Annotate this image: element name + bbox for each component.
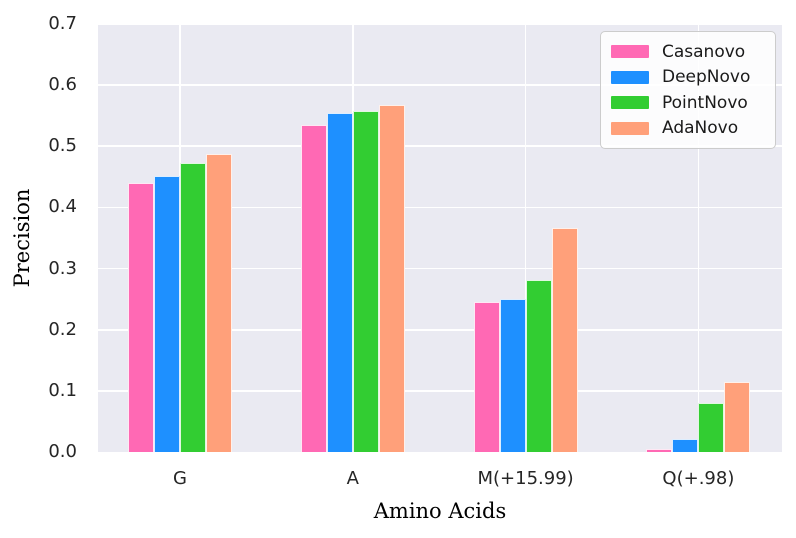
y-tick-label: 0.7	[48, 13, 77, 34]
y-tick-label: 0.1	[48, 379, 77, 401]
bar	[525, 279, 552, 452]
legend: Casanovo DeepNovo PointNovo AdaNovo	[600, 31, 776, 149]
y-tick-label: 0.0	[48, 441, 77, 462]
y-tick-label: 0.6	[48, 74, 77, 96]
gridline-horizontal	[98, 206, 782, 209]
x-tick-label: A	[346, 468, 359, 489]
bar	[672, 438, 699, 452]
bar	[206, 154, 232, 452]
bar	[378, 105, 405, 452]
bar	[698, 403, 725, 452]
x-axis-label: Amino Acids	[373, 499, 507, 523]
bar	[724, 381, 751, 452]
gridline-vertical	[524, 24, 527, 452]
legend-label: Casanovo	[662, 41, 746, 62]
gridline-horizontal	[98, 389, 782, 392]
gridline-horizontal	[98, 84, 782, 87]
legend-label: DeepNovo	[662, 67, 751, 88]
bar	[551, 227, 578, 452]
legend-swatch-icon	[611, 121, 649, 135]
plot-area: Casanovo DeepNovo PointNovo AdaNovo	[98, 24, 782, 452]
x-tick-label: G	[173, 468, 187, 489]
legend-item: PointNovo	[611, 90, 765, 116]
legend-label: PointNovo	[662, 92, 748, 113]
y-tick-label: 0.3	[48, 257, 77, 279]
bar	[128, 182, 154, 452]
gridline-vertical	[697, 24, 700, 452]
gridline-horizontal	[98, 328, 782, 331]
bar	[473, 302, 500, 452]
gridline-horizontal	[98, 267, 782, 270]
legend-item: Casanovo	[611, 39, 765, 65]
y-tick-label: 0.4	[48, 196, 77, 218]
bar	[326, 112, 353, 452]
legend-item: DeepNovo	[611, 65, 765, 91]
legend-swatch-icon	[611, 45, 649, 59]
x-tick-label: M(+15.99)	[477, 468, 574, 489]
legend-swatch-icon	[611, 96, 649, 110]
bar	[300, 124, 327, 452]
x-tick-label: Q(+.98)	[662, 468, 735, 489]
y-tick-label: 0.5	[48, 135, 77, 157]
bar	[646, 448, 673, 452]
legend-item: AdaNovo	[611, 116, 765, 142]
y-tick-label: 0.2	[48, 318, 77, 340]
bar	[499, 299, 526, 452]
legend-label: AdaNovo	[662, 118, 739, 139]
bar	[180, 163, 206, 452]
bar	[154, 175, 180, 452]
legend-swatch-icon	[611, 70, 649, 84]
gridline-horizontal	[98, 24, 782, 25]
bar	[352, 110, 379, 452]
gridline-horizontal	[98, 145, 782, 148]
